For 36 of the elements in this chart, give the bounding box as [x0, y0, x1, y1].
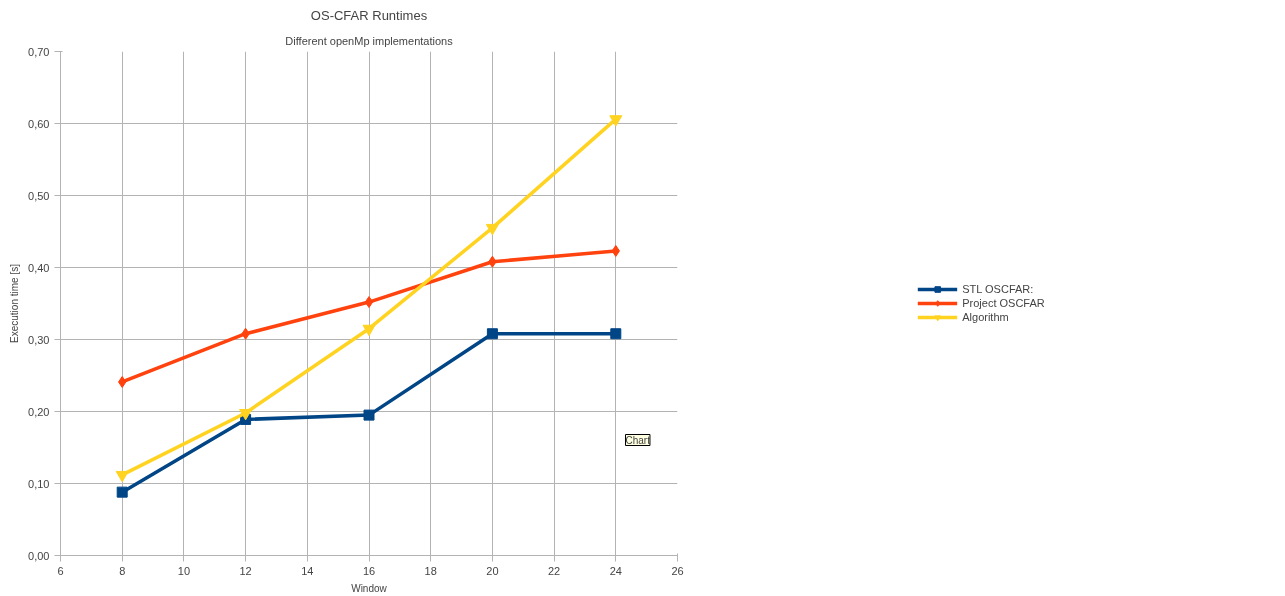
x-tick-label: 18 [424, 564, 437, 577]
y-tick-label: 0,70 [28, 45, 50, 58]
x-tick-label: 10 [177, 564, 191, 577]
legend-label: STL OSCFAR: [962, 282, 1034, 296]
x-tick-label: 12 [239, 564, 252, 577]
x-tick-label: 8 [119, 564, 126, 577]
x-tick-label: 6 [57, 564, 64, 577]
y-axis-title: Execution time [s] [9, 263, 21, 343]
point [486, 328, 498, 340]
point [115, 470, 129, 483]
y-tick-label: 0,10 [28, 477, 50, 490]
y-tick-label: 0,40 [28, 261, 50, 274]
x-tick-label: 16 [362, 564, 376, 577]
point [362, 324, 376, 337]
point [363, 409, 375, 421]
point [609, 115, 623, 127]
y-tick-label: 0,60 [28, 117, 50, 130]
x-tick-label: 22 [547, 564, 561, 577]
x-axis-title: Window [351, 582, 388, 594]
y-tick-label: 0,00 [28, 549, 50, 562]
point [239, 408, 253, 421]
point [364, 296, 374, 309]
y-tick-label: 0,50 [28, 189, 50, 202]
point [610, 328, 622, 340]
chart-subtitle: Different openMp implementations [285, 34, 454, 47]
x-tick-label: 24 [609, 564, 622, 577]
legend-label: Algorithm [962, 310, 1009, 324]
chart-title: OS-CFAR Runtimes [310, 7, 428, 23]
x-tick-label: 26 [671, 564, 684, 577]
legend-label: Project OSCFAR [962, 296, 1045, 310]
y-tick-label: 0,30 [28, 333, 50, 346]
y-tick-label: 0,20 [28, 405, 50, 418]
point [485, 223, 499, 236]
point [116, 486, 128, 498]
x-tick-label: 20 [486, 564, 499, 577]
x-tick-label: 14 [301, 564, 314, 577]
